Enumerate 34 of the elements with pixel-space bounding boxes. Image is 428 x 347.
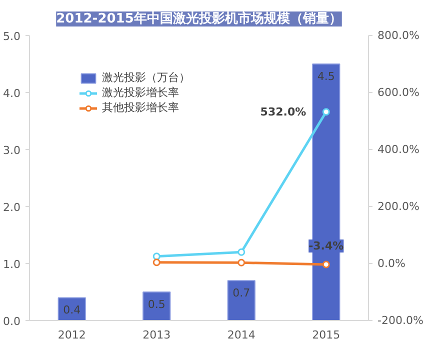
y-tick-label: 3.0 [3, 144, 21, 157]
point [152, 258, 160, 266]
data-label: 532.0% [260, 105, 306, 118]
bar [227, 280, 256, 320]
point [322, 260, 330, 268]
x-tick-label: 2013 [142, 328, 171, 342]
data-label: 4.5 [317, 70, 335, 83]
point [322, 108, 330, 116]
legend-label: 其他投影增长率 [102, 100, 179, 115]
data-label: 0.5 [148, 298, 166, 311]
y-tick-label: 2.0 [3, 201, 21, 214]
y-tick-label: 5.0 [3, 30, 21, 43]
y2-tick-label: 200.0% [378, 200, 420, 213]
chart-title: 2012-2015年中国激光投影机市场规模（销量） [56, 10, 342, 26]
point [152, 252, 160, 260]
data-label: 0.7 [232, 286, 250, 300]
y-tick-label: 4.0 [3, 87, 21, 100]
y2-tick-label: 400.0% [378, 143, 420, 156]
point [238, 248, 246, 256]
data-label: 0.4 [63, 304, 81, 317]
y2-tick-label: -200.0% [378, 314, 424, 327]
legend-label: 激光投影增长率 [102, 85, 179, 100]
point [238, 258, 246, 266]
x-tick-label: 2012 [58, 328, 86, 342]
x-tick-label: 2014 [227, 328, 256, 342]
y-tick-label: 1.0 [3, 258, 21, 271]
bar [142, 292, 171, 320]
y2-tick-label: 0.0% [378, 257, 406, 270]
y2-tick-label: 800.0% [378, 29, 420, 42]
y-tick-label: 0.0 [3, 315, 21, 328]
data-label: -3.4% [308, 239, 344, 252]
x-tick-label: 2015 [312, 328, 340, 342]
y2-tick-label: 600.0% [378, 86, 420, 99]
legend-label: 激光投影（万台） [102, 70, 190, 85]
